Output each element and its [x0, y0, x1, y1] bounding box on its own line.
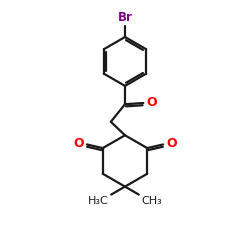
- Text: CH₃: CH₃: [141, 196, 162, 206]
- Text: Br: Br: [118, 11, 132, 24]
- Text: H₃C: H₃C: [88, 196, 109, 206]
- Text: O: O: [146, 96, 157, 110]
- Text: O: O: [73, 137, 84, 150]
- Text: O: O: [166, 137, 177, 150]
